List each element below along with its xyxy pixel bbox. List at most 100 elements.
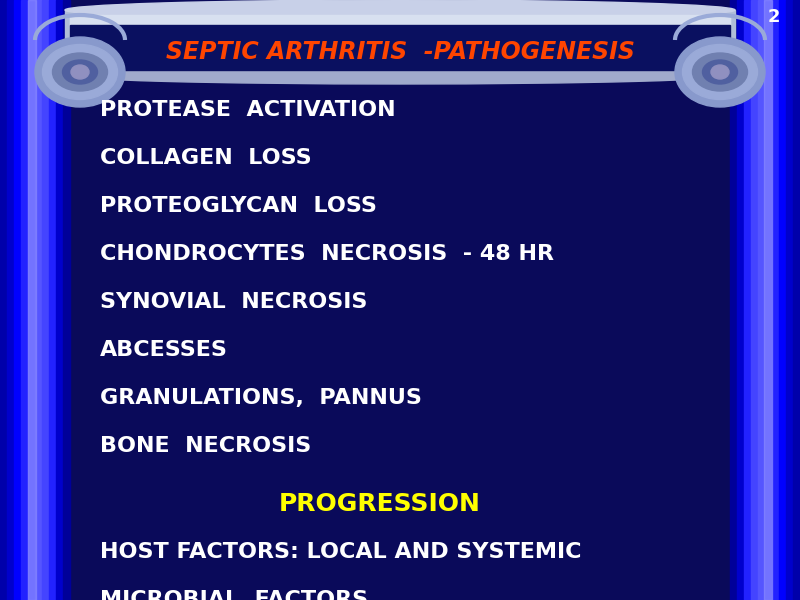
Bar: [765, 0, 772, 600]
Text: SEPTIC ARTHRITIS  -PATHOGENESIS: SEPTIC ARTHRITIS -PATHOGENESIS: [166, 40, 634, 64]
Bar: [0, 546, 800, 547]
Bar: [764, 0, 772, 600]
Bar: [0, 556, 800, 557]
Bar: [0, 558, 800, 559]
Bar: [0, 562, 800, 563]
Ellipse shape: [62, 60, 98, 84]
Text: HOST FACTORS: LOCAL AND SYSTEMIC: HOST FACTORS: LOCAL AND SYSTEMIC: [100, 542, 582, 562]
Ellipse shape: [675, 37, 765, 107]
Bar: [0, 531, 800, 532]
Text: CHONDROCYTES  NECROSIS  - 48 HR: CHONDROCYTES NECROSIS - 48 HR: [100, 244, 554, 264]
Bar: [779, 0, 786, 600]
Bar: [28, 0, 35, 600]
Bar: [0, 567, 800, 568]
Bar: [0, 516, 800, 517]
Bar: [0, 596, 800, 597]
Bar: [0, 542, 800, 543]
Bar: [0, 545, 800, 546]
Bar: [63, 0, 70, 600]
Bar: [0, 535, 800, 536]
Bar: [0, 583, 800, 584]
Bar: [0, 571, 800, 572]
Bar: [0, 595, 800, 596]
Bar: [0, 537, 800, 538]
Text: BONE  NECROSIS: BONE NECROSIS: [100, 436, 311, 456]
Bar: [0, 529, 800, 530]
Bar: [0, 549, 800, 550]
Bar: [0, 539, 800, 540]
Ellipse shape: [35, 37, 125, 107]
Bar: [0, 527, 800, 528]
Bar: [0, 550, 800, 551]
Bar: [0, 564, 800, 565]
Bar: [0, 572, 800, 573]
Bar: [0, 548, 800, 549]
Bar: [0, 514, 800, 515]
Bar: [70, 25, 730, 70]
Bar: [758, 0, 765, 600]
Bar: [70, 15, 730, 67]
Text: MICROBIAL  FACTORS: MICROBIAL FACTORS: [100, 590, 368, 600]
Bar: [0, 502, 800, 503]
Bar: [0, 508, 800, 509]
Bar: [28, 0, 36, 600]
Ellipse shape: [71, 65, 89, 79]
Bar: [0, 511, 800, 512]
Bar: [0, 576, 800, 577]
Bar: [0, 541, 800, 542]
Bar: [0, 506, 800, 507]
Bar: [744, 0, 751, 600]
Bar: [70, 0, 730, 600]
Bar: [772, 0, 779, 600]
Bar: [0, 575, 800, 576]
Bar: [0, 599, 800, 600]
Bar: [0, 543, 800, 544]
Bar: [0, 513, 800, 514]
Bar: [0, 585, 800, 586]
Ellipse shape: [53, 53, 107, 91]
Bar: [0, 580, 800, 581]
Text: PROGRESSION: PROGRESSION: [279, 492, 481, 516]
Bar: [0, 594, 800, 595]
Bar: [0, 504, 800, 505]
Bar: [0, 523, 800, 524]
Bar: [0, 517, 800, 518]
Bar: [56, 0, 63, 600]
Text: PROTEASE  ACTIVATION: PROTEASE ACTIVATION: [100, 100, 396, 120]
Bar: [35, 0, 42, 600]
Bar: [0, 579, 800, 580]
Bar: [0, 588, 800, 589]
Bar: [0, 501, 800, 502]
Bar: [0, 524, 800, 525]
Ellipse shape: [682, 44, 758, 100]
Bar: [0, 530, 800, 531]
Text: COLLAGEN  LOSS: COLLAGEN LOSS: [100, 148, 312, 168]
Bar: [0, 586, 800, 587]
Bar: [793, 0, 800, 600]
Bar: [0, 561, 800, 562]
Bar: [42, 0, 49, 600]
Bar: [0, 555, 800, 556]
Bar: [0, 590, 800, 591]
Bar: [0, 587, 800, 588]
Bar: [0, 526, 800, 527]
Ellipse shape: [693, 53, 747, 91]
Bar: [49, 0, 56, 600]
Bar: [0, 507, 800, 508]
Bar: [0, 520, 800, 521]
Bar: [0, 568, 800, 569]
Bar: [0, 540, 800, 541]
Text: GRANULATIONS,  PANNUS: GRANULATIONS, PANNUS: [100, 388, 422, 408]
Bar: [0, 566, 800, 567]
Ellipse shape: [42, 44, 118, 100]
Bar: [0, 522, 800, 523]
Bar: [0, 525, 800, 526]
Bar: [14, 0, 21, 600]
Bar: [0, 505, 800, 506]
Text: PROTEOGLYCAN  LOSS: PROTEOGLYCAN LOSS: [100, 196, 377, 216]
Bar: [0, 573, 800, 574]
Bar: [0, 544, 800, 545]
Bar: [0, 589, 800, 590]
Bar: [0, 551, 800, 552]
Bar: [0, 582, 800, 583]
